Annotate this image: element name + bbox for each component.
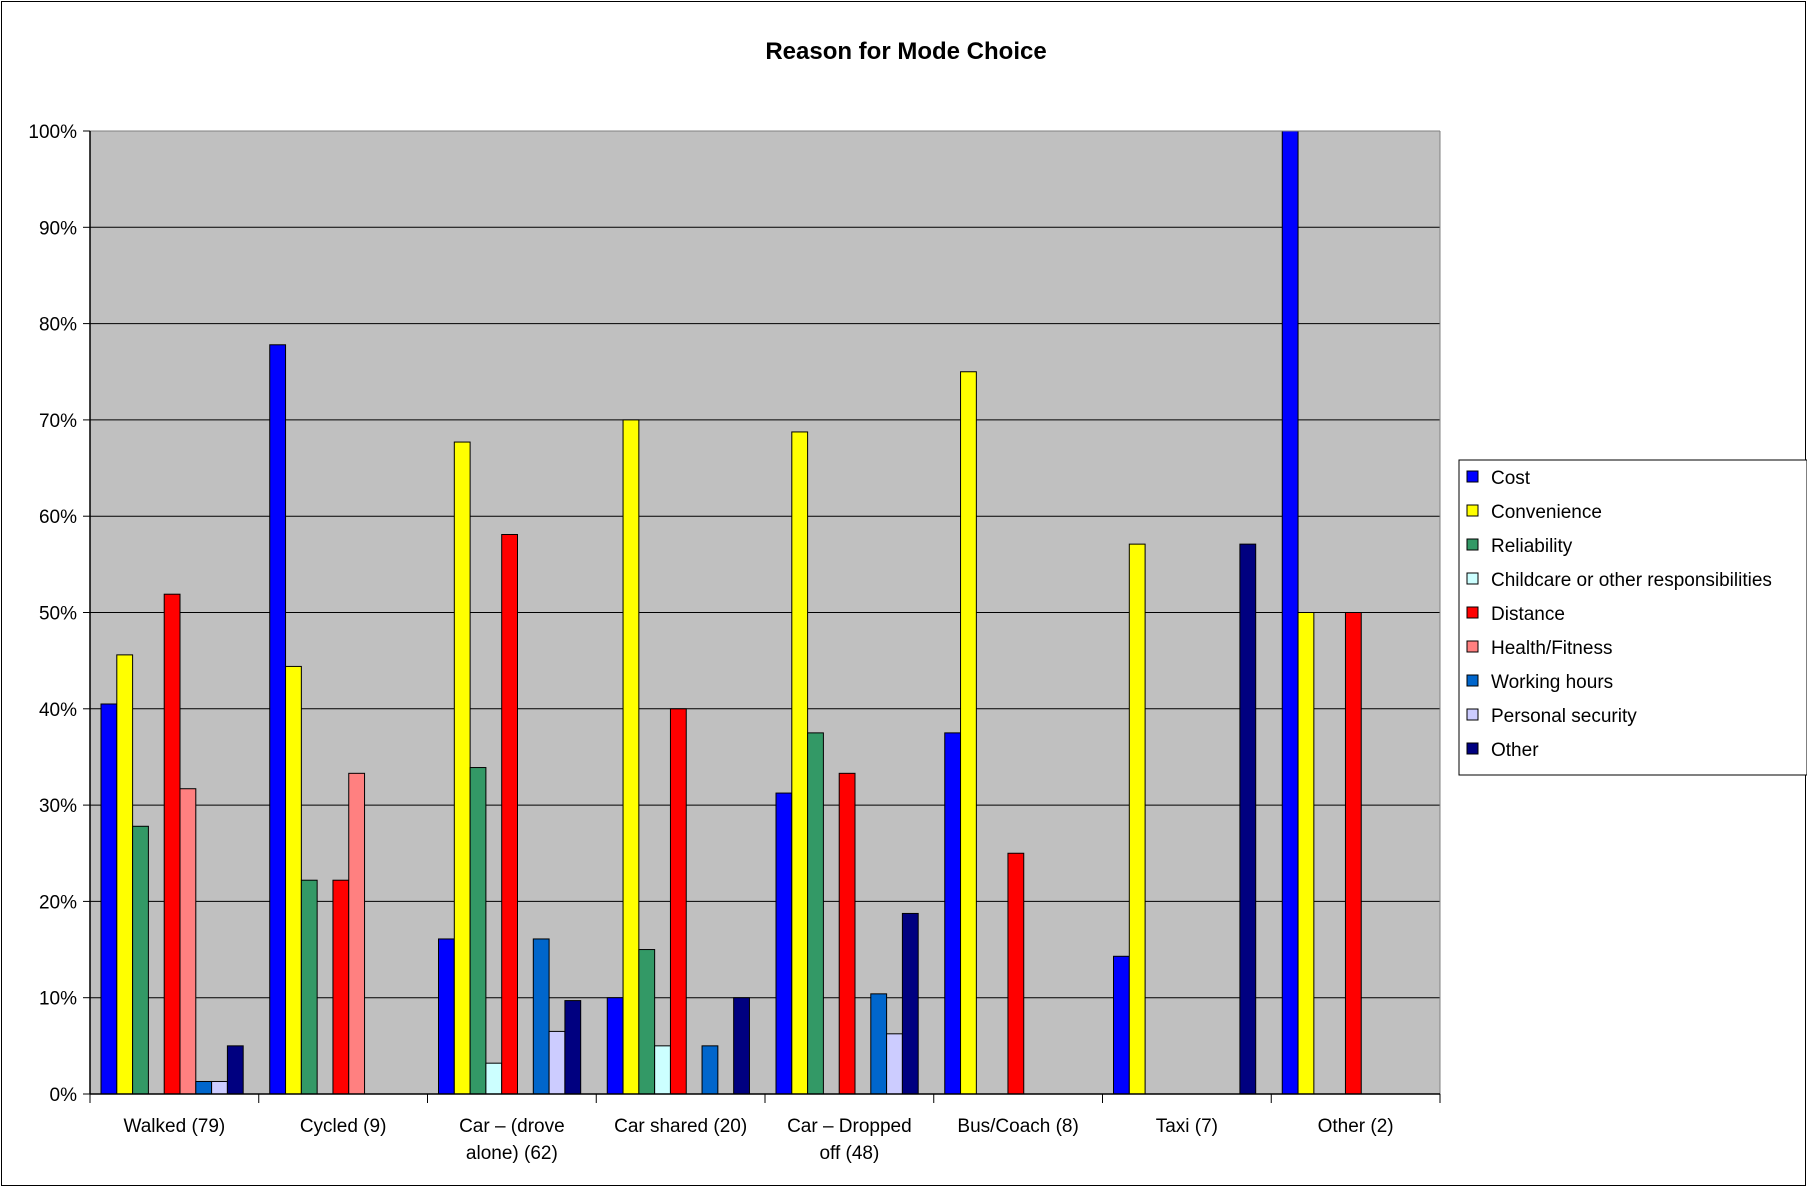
bar [606,997,624,1095]
x-tick-label: Taxi (7) [1156,1116,1218,1137]
bar [791,431,809,1095]
bar [211,1080,228,1095]
bar [807,732,824,1095]
legend-swatch [1466,640,1479,653]
legend-entry: Personal security [1491,706,1637,727]
legend-entry: Cost [1491,468,1531,489]
bar [195,1080,213,1095]
bar [654,1045,671,1095]
legend-swatch [1466,504,1479,517]
bar [116,654,134,1095]
chart-title: Reason for Mode Choice [765,38,1046,65]
legend-entry: Health/Fitness [1491,638,1612,659]
bar [1128,543,1146,1095]
x-tick-label: Car – Dropped off (48) [787,1116,912,1164]
bar [564,1000,582,1095]
bar [163,593,181,1095]
bar [332,879,350,1095]
bar [548,1030,566,1095]
bar [132,825,149,1095]
bar [501,533,519,1095]
x-tick-label: Walked (79) [124,1116,226,1137]
legend: Cost Convenience Reliability Childcare or o… [1458,459,1807,776]
bar [1297,612,1315,1095]
legend-entry: Working hours [1491,672,1613,693]
y-tick-label: 90% [39,218,77,239]
legend-entry: Convenience [1491,502,1602,523]
y-tick-label: 100% [28,122,77,143]
y-tick-label: 60% [39,507,77,528]
y-tick-label: 80% [39,315,77,336]
bar [485,1062,503,1095]
bar [100,703,118,1095]
legend-entry: Reliability [1491,536,1573,557]
legend-swatch [1466,538,1479,551]
bars [100,130,1362,1095]
y-tick-label: 30% [39,796,77,817]
legend-box [1458,459,1807,776]
bar [226,1045,244,1095]
y-tick-label: 20% [39,892,77,913]
bar [638,949,656,1095]
bar [901,912,919,1095]
legend-entry: Other [1491,740,1539,761]
x-tick-label: Car – (drove alone) (62) [459,1116,565,1164]
y-tick-label: 10% [39,989,77,1010]
bar [1344,612,1362,1095]
bar [870,993,888,1095]
bar [886,1033,903,1095]
bar [669,708,687,1095]
x-tick-label: Car shared (20) [614,1116,747,1137]
legend-entry: Distance [1491,604,1565,625]
bar [438,938,455,1095]
bar [733,997,750,1095]
bar [453,441,471,1095]
bar [1239,543,1257,1095]
bar [532,938,550,1095]
bar [469,767,487,1095]
bar [300,879,318,1095]
legend-entry: Childcare or other responsibilities [1491,570,1772,591]
bar [622,419,640,1095]
bar [348,772,366,1095]
legend-swatch [1466,470,1479,483]
bar [1281,130,1299,1095]
y-tick-label: 0% [50,1085,78,1106]
bar [701,1045,719,1095]
bar [1007,852,1025,1095]
legend-swatch [1466,674,1479,687]
y-tick-label: 50% [39,604,77,625]
bar [1113,955,1130,1095]
legend-swatch [1466,572,1479,585]
bar [285,665,302,1095]
x-tick-label: Bus/Coach (8) [957,1116,1078,1137]
axes: 0% 10% 20% 30% 40% 50% 60% 70% 80% 90% 100% Walked … [28,122,1441,1164]
bar [944,732,962,1095]
legend-swatch [1466,606,1479,619]
y-tick-label: 70% [39,411,77,432]
legend-swatch [1466,708,1479,721]
bar [179,788,197,1095]
y-tick-label: 40% [39,700,77,721]
x-tick-label: Cycled (9) [300,1116,387,1137]
bar [960,371,977,1095]
legend-swatch [1466,742,1479,755]
x-tick-label: Other (2) [1318,1116,1394,1137]
bar [269,344,287,1095]
bar [838,772,856,1095]
bar [775,792,793,1095]
